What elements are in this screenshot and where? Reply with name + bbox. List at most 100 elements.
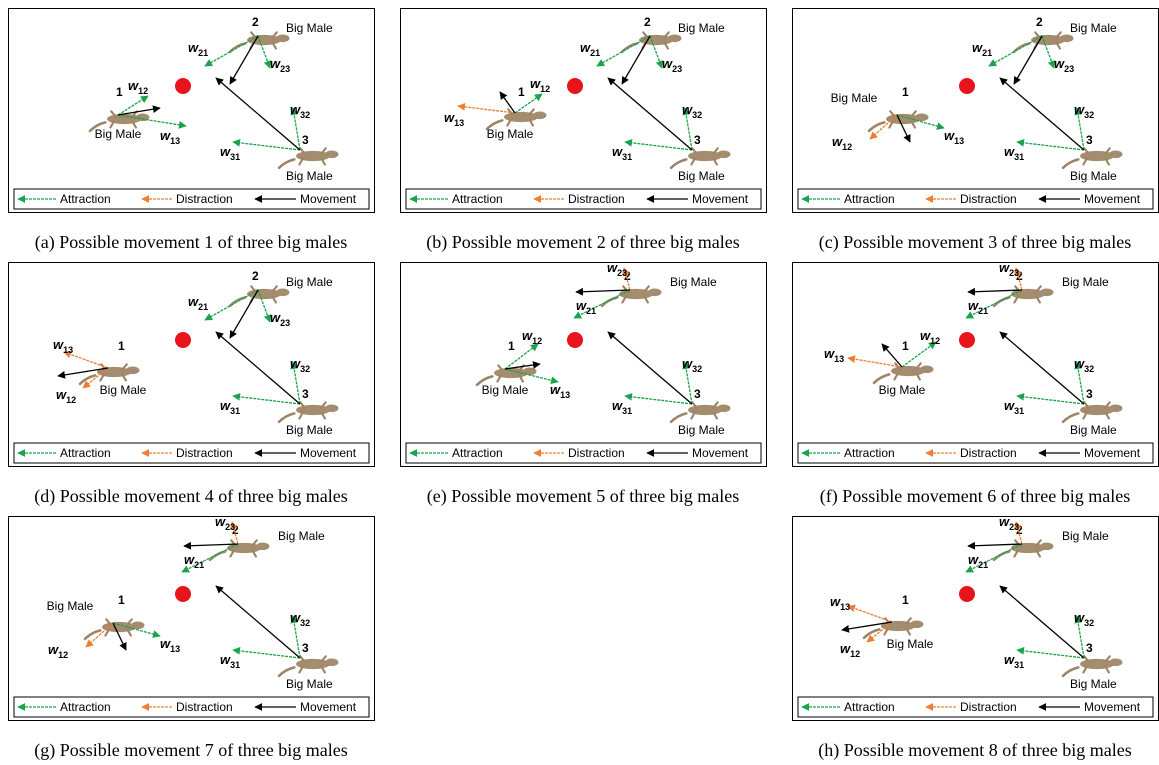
weight-subscript: 23: [225, 522, 235, 532]
caption: (h) Possible movement 8 of three big mal…: [818, 740, 1131, 761]
legend-label: Distraction: [568, 446, 625, 460]
weight-subscript: 23: [1064, 64, 1074, 74]
weight-subscript: 21: [590, 48, 600, 58]
caption: (d) Possible movement 4 of three big mal…: [34, 486, 347, 507]
weight-subscript: 12: [138, 86, 148, 96]
node-label: Big Male: [1062, 529, 1109, 543]
node-label: Big Male: [95, 127, 142, 141]
node-number: 2: [252, 269, 259, 283]
weight-subscript: 21: [198, 302, 208, 312]
legend-label: Distraction: [176, 700, 233, 714]
panel: 2Big Malew21w233Big Malew32w311Big Malew…: [9, 9, 375, 213]
node-label: Big Male: [678, 169, 725, 183]
weight-subscript: 13: [560, 390, 570, 400]
caption: (b) Possible movement 2 of three big mal…: [426, 232, 739, 253]
weight-subscript: 12: [842, 142, 852, 152]
weight-subscript: 32: [300, 110, 310, 120]
legend-label: Attraction: [844, 700, 895, 714]
node-label: Big Male: [286, 423, 333, 437]
weight-subscript: 12: [58, 650, 68, 660]
weight-subscript: 13: [834, 354, 844, 364]
weight-subscript: 13: [840, 602, 850, 612]
node-label: Big Male: [879, 383, 926, 397]
node-number: 3: [1086, 133, 1093, 147]
node-label: Big Male: [286, 169, 333, 183]
caption: (f) Possible movement 6 of three big mal…: [820, 486, 1130, 507]
legend-label: Movement: [300, 700, 357, 714]
node-number: 2: [644, 15, 651, 29]
weight-subscript: 13: [170, 136, 180, 146]
node-label: Big Male: [100, 383, 147, 397]
weight-subscript: 12: [850, 649, 860, 659]
weight-subscript: 31: [230, 660, 240, 670]
caption: (g) Possible movement 7 of three big mal…: [34, 740, 347, 761]
node-number: 3: [694, 133, 701, 147]
weight-subscript: 32: [692, 110, 702, 120]
node-label: Big Male: [678, 21, 725, 35]
node-label: Big Male: [278, 529, 325, 543]
target-dot: [175, 332, 191, 348]
node-number: 1: [116, 85, 123, 99]
node-number: 1: [118, 339, 125, 353]
weight-subscript: 13: [170, 644, 180, 654]
weight-subscript: 31: [622, 152, 632, 162]
node-number: 3: [302, 133, 309, 147]
node-number: 1: [518, 85, 525, 99]
target-dot: [959, 586, 975, 602]
node-number: 2: [1036, 15, 1043, 29]
target-dot: [567, 78, 583, 94]
node-number: 1: [118, 593, 125, 607]
node-label: Big Male: [47, 599, 94, 613]
weight-subscript: 21: [978, 560, 988, 570]
weight-subscript: 21: [194, 560, 204, 570]
node-number: 3: [302, 641, 309, 655]
legend-label: Distraction: [176, 446, 233, 460]
legend-label: Movement: [1084, 446, 1141, 460]
weight-subscript: 31: [1014, 660, 1024, 670]
weight-subscript: 31: [622, 406, 632, 416]
legend-label: Attraction: [452, 446, 503, 460]
node-number: 1: [902, 339, 909, 353]
weight-subscript: 32: [1084, 618, 1094, 628]
weight-subscript: 23: [1009, 268, 1019, 278]
weight-subscript: 23: [672, 64, 682, 74]
node-number: 3: [302, 387, 309, 401]
panel: 2Big Malew21w233Big Malew32w311Big Malew…: [793, 9, 1159, 213]
target-dot: [959, 332, 975, 348]
weight-subscript: 21: [982, 48, 992, 58]
panel: 2Big Malew23w213Big Malew32w311Big Malew…: [401, 260, 767, 467]
node-label: Big Male: [482, 383, 529, 397]
node-label: Big Male: [678, 423, 725, 437]
node-number: 1: [508, 339, 515, 353]
legend-label: Distraction: [960, 192, 1017, 206]
legend-label: Attraction: [844, 192, 895, 206]
legend-label: Attraction: [60, 700, 111, 714]
legend-label: Movement: [300, 192, 357, 206]
legend-label: Attraction: [60, 446, 111, 460]
node-label: Big Male: [286, 275, 333, 289]
panel: 2Big Malew23w213Big Malew32w311Big Malew…: [793, 514, 1159, 721]
legend-label: Distraction: [568, 192, 625, 206]
weight-subscript: 31: [1014, 406, 1024, 416]
node-number: 1: [902, 593, 909, 607]
legend-label: Attraction: [844, 446, 895, 460]
node-label: Big Male: [487, 127, 534, 141]
caption: (e) Possible movement 5 of three big mal…: [427, 486, 739, 507]
weight-subscript: 13: [63, 345, 73, 355]
weight-subscript: 32: [1084, 364, 1094, 374]
node-label: Big Male: [887, 637, 934, 651]
legend-label: Movement: [1084, 700, 1141, 714]
weight-subscript: 21: [586, 306, 596, 316]
legend-label: Movement: [692, 192, 749, 206]
legend-label: Attraction: [60, 192, 111, 206]
node-label: Big Male: [286, 21, 333, 35]
weight-subscript: 23: [280, 318, 290, 328]
target-dot: [175, 586, 191, 602]
node-number: 3: [694, 387, 701, 401]
legend-label: Distraction: [176, 192, 233, 206]
weight-subscript: 13: [954, 136, 964, 146]
weight-subscript: 12: [532, 336, 542, 346]
weight-subscript: 21: [198, 48, 208, 58]
